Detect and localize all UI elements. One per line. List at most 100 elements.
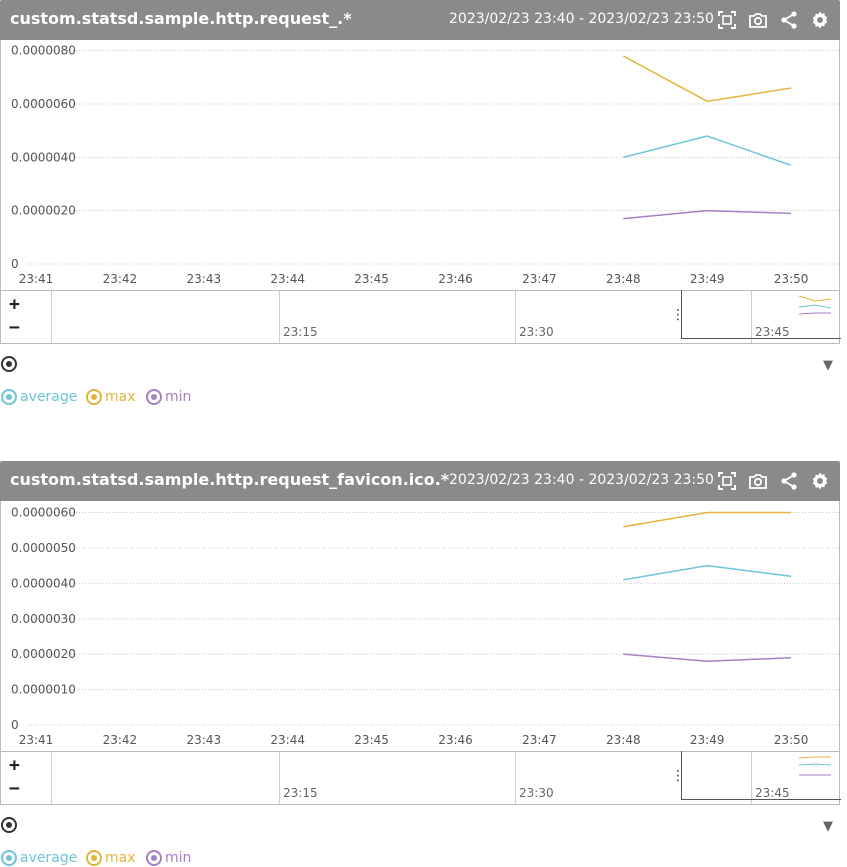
nav-divider xyxy=(751,752,752,804)
y-tick-label: 0 xyxy=(11,718,19,732)
range-navigator[interactable]: + − 23:15 23:30 23:45 ⋮ ⋮ xyxy=(0,751,847,805)
y-tick-label: 0.0000010 xyxy=(11,683,76,697)
legend-item-max[interactable]: max xyxy=(85,849,141,867)
x-tick-label: 23:43 xyxy=(187,733,222,747)
nav-divider xyxy=(51,752,52,804)
zoom-in-button[interactable]: + xyxy=(9,294,20,315)
share-icon[interactable] xyxy=(779,471,799,491)
x-tick-label: 23:43 xyxy=(187,272,222,286)
legend-label: min xyxy=(165,850,192,866)
nav-left-handle[interactable]: ⋮ xyxy=(671,768,685,784)
series-line-min[interactable] xyxy=(623,653,792,663)
nav-divider xyxy=(515,291,516,343)
nav-tick: 23:30 xyxy=(519,325,554,339)
nav-right-handle[interactable]: ⋮ xyxy=(842,769,847,783)
nav-tick: 23:45 xyxy=(755,325,790,339)
nav-tick: 23:45 xyxy=(755,786,790,800)
x-tick-label: 23:47 xyxy=(522,733,557,747)
y-tick-label: 0.0000040 xyxy=(11,150,76,164)
x-tick-label: 23:46 xyxy=(438,272,473,286)
line-chart[interactable]: 0 0.0000020 0.0000040 0.0000060 0.0000080 23:… xyxy=(0,40,840,290)
zoom-out-button[interactable]: − xyxy=(9,317,20,338)
series-line-average[interactable] xyxy=(623,135,792,167)
chevron-down-icon[interactable]: ▼ xyxy=(823,819,833,834)
legend-label: min xyxy=(165,389,192,405)
nav-mini-series xyxy=(798,756,832,776)
time-range[interactable]: 2023/02/23 23:40 - 2023/02/23 23:50 xyxy=(449,11,714,27)
panel-title: custom.statsd.sample.http.request_.* xyxy=(10,9,352,28)
x-tick-label: 23:48 xyxy=(606,272,641,286)
series-line-average[interactable] xyxy=(623,564,792,581)
nav-divider xyxy=(751,291,752,343)
radio-selected-icon[interactable] xyxy=(1,356,17,372)
x-tick-label: 23:50 xyxy=(774,272,809,286)
line-chart[interactable]: 0 0.0000010 0.0000020 0.0000030 0.0000040 0.0… xyxy=(0,501,840,751)
nav-divider xyxy=(279,752,280,804)
display-mode-row: ▼ xyxy=(0,817,847,837)
chevron-down-icon[interactable]: ▼ xyxy=(823,358,833,373)
y-tick-label: 0.0000050 xyxy=(11,541,76,555)
y-tick-label: 0.0000020 xyxy=(11,204,76,218)
nav-right-handle[interactable]: ⋮ xyxy=(842,308,847,322)
range-navigator[interactable]: + − 23:15 23:30 23:45 ⋮ ⋮ xyxy=(0,290,847,344)
nav-selection-window[interactable] xyxy=(681,290,841,339)
series-line-min[interactable] xyxy=(623,209,792,220)
panel-title: custom.statsd.sample.http.request_favico… xyxy=(10,470,450,489)
x-tick-label: 23:46 xyxy=(438,733,473,747)
x-axis-band xyxy=(1,731,839,751)
radio-icon xyxy=(146,389,162,405)
nav-divider xyxy=(51,291,52,343)
chart-svg: 0 0.0000010 0.0000020 0.0000030 0.0000040 0.0… xyxy=(1,506,839,751)
legend-label: average xyxy=(20,389,78,405)
gear-icon[interactable] xyxy=(810,471,830,491)
x-tick-label: 23:44 xyxy=(270,733,305,747)
legend-item-average[interactable]: average xyxy=(0,849,80,867)
y-tick-label: 0.0000040 xyxy=(11,576,76,590)
radio-selected-icon[interactable] xyxy=(1,817,17,833)
x-tick-label: 23:42 xyxy=(103,272,138,286)
nav-tick: 23:15 xyxy=(283,325,318,339)
nav-selection-window[interactable] xyxy=(681,751,841,800)
camera-icon[interactable] xyxy=(748,471,768,491)
camera-icon[interactable] xyxy=(748,10,768,30)
y-tick-label: 0.0000060 xyxy=(11,506,76,520)
legend-item-max[interactable]: max xyxy=(85,388,141,406)
x-tick-label: 23:49 xyxy=(690,272,725,286)
legend-item-min[interactable]: min xyxy=(145,849,205,867)
x-tick-label: 23:47 xyxy=(522,272,557,286)
series-line-max[interactable] xyxy=(623,511,792,528)
legend-label: average xyxy=(20,850,78,866)
y-tick-label: 0.0000080 xyxy=(11,44,76,58)
nav-tick: 23:15 xyxy=(283,786,318,800)
share-icon[interactable] xyxy=(779,10,799,30)
fullscreen-icon[interactable] xyxy=(717,10,737,30)
panel-header: custom.statsd.sample.http.request_favico… xyxy=(0,461,840,501)
legend-label: max xyxy=(105,850,136,866)
series-line-max[interactable] xyxy=(622,55,792,103)
nav-tick: 23:30 xyxy=(519,786,554,800)
legend-item-min[interactable]: min xyxy=(145,388,205,406)
nav-divider xyxy=(515,752,516,804)
legend-item-average[interactable]: average xyxy=(0,388,80,406)
zoom-in-button[interactable]: + xyxy=(9,755,20,776)
x-axis-band xyxy=(1,270,839,290)
time-range[interactable]: 2023/02/23 23:40 - 2023/02/23 23:50 xyxy=(449,472,714,488)
zoom-out-button[interactable]: − xyxy=(9,778,20,799)
y-tick-label: 0.0000030 xyxy=(11,612,76,626)
panel-header: custom.statsd.sample.http.request_.* 202… xyxy=(0,0,840,40)
x-tick-label: 23:42 xyxy=(103,733,138,747)
legend: average max min xyxy=(0,849,300,867)
legend: average max min xyxy=(0,388,300,408)
nav-mini-series xyxy=(798,295,832,315)
x-tick-label: 23:41 xyxy=(19,272,54,286)
y-tick-label: 0 xyxy=(11,257,19,271)
x-tick-label: 23:50 xyxy=(774,733,809,747)
radio-icon xyxy=(86,850,102,866)
gear-icon[interactable] xyxy=(810,10,830,30)
x-tick-label: 23:41 xyxy=(19,733,54,747)
y-tick-label: 0.0000020 xyxy=(11,647,76,661)
nav-left-handle[interactable]: ⋮ xyxy=(671,307,685,323)
radio-icon xyxy=(1,850,17,866)
chart-svg: 0 0.0000020 0.0000040 0.0000060 0.0000080 23:… xyxy=(1,44,839,290)
fullscreen-icon[interactable] xyxy=(717,471,737,491)
